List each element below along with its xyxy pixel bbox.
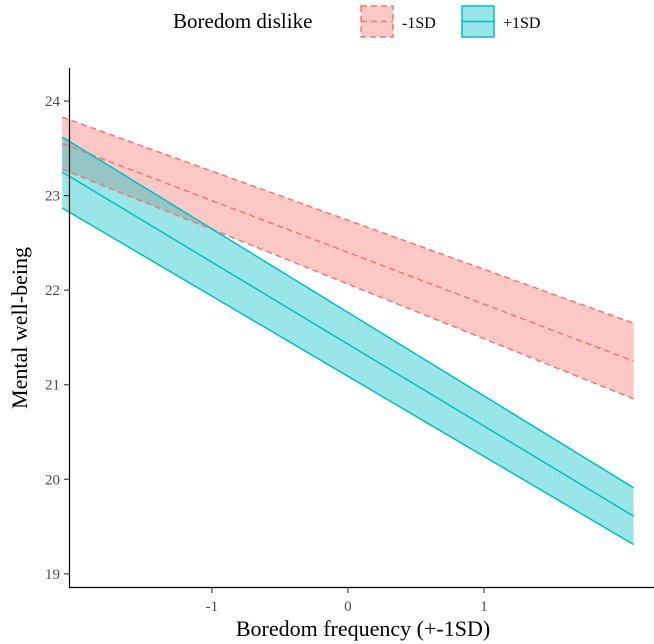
plot-area: [61, 116, 634, 546]
ci-ribbon-plusminus-1sd: [62, 137, 634, 545]
x-axis-title: Boredom frequency (+-1SD): [236, 616, 490, 641]
ci-upper-line-plusminus-1sd: [61, 136, 634, 489]
ci-ribbon-minus-1sd: [62, 117, 634, 399]
y-tick-label: 19: [45, 567, 60, 583]
legend-key-minus-1sd: [360, 5, 394, 38]
axes: 19 20 21 22 23 24 -1 0 1: [45, 68, 654, 615]
y-tick-label: 20: [45, 472, 60, 488]
fit-line-minus-1sd: [61, 142, 634, 362]
y-tick-label: 21: [45, 378, 60, 394]
legend-label-plus-1sd: +1SD: [503, 15, 540, 32]
ci-lower-line-minus-1sd: [61, 168, 634, 400]
y-axis-title: Mental well-being: [7, 247, 32, 409]
legend: Boredom dislike -1SD +1SD: [173, 5, 540, 38]
ci-lower-line-plusminus-1sd: [61, 207, 634, 546]
y-tick-label: 23: [45, 189, 60, 205]
x-tick-label: -1: [206, 599, 219, 615]
ci-upper-line-minus-1sd: [61, 116, 634, 324]
y-tick-label: 22: [45, 283, 60, 299]
x-tick-label: 1: [480, 599, 488, 615]
legend-title: Boredom dislike: [173, 9, 312, 33]
fit-line-plusminus-1sd: [61, 171, 634, 517]
x-tick-label: 0: [344, 599, 352, 615]
legend-key-plus-1sd: [461, 5, 495, 38]
legend-label-minus-1sd: -1SD: [402, 15, 436, 32]
y-tick-label: 24: [45, 94, 61, 110]
